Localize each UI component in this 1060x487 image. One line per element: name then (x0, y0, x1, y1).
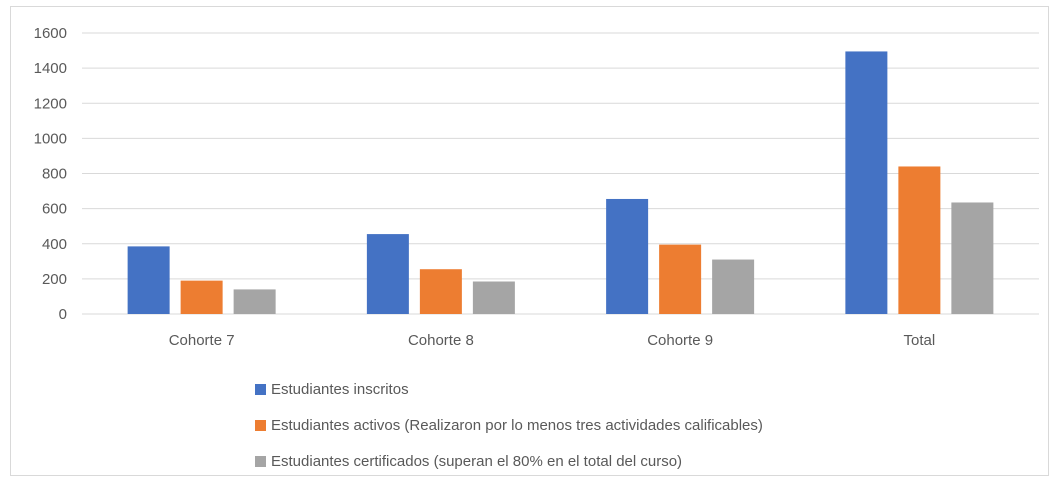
bar-series-0-cat-1 (366, 234, 409, 314)
y-axis-ticks: 0 200 400 600 800 1000 1200 1400 1600 (34, 25, 67, 323)
legend-label: Estudiantes inscritos (271, 380, 409, 398)
bar-series-2-cat-1 (472, 281, 515, 314)
legend-swatch (255, 419, 266, 431)
legend-swatch (255, 455, 266, 467)
bar-series-2-cat-2 (712, 259, 755, 314)
legend-item: Estudiantes certificados (superan el 80%… (255, 451, 763, 471)
bar-series-1-cat-0 (180, 280, 223, 314)
y-tick-label: 1200 (34, 95, 67, 112)
gridlines (82, 32, 1039, 315)
y-tick-label: 0 (59, 306, 67, 323)
legend-label: Estudiantes certificados (superan el 80%… (271, 452, 683, 470)
y-tick-label: 600 (42, 201, 67, 218)
legend-item: Estudiantes inscritos (255, 379, 763, 399)
legend-swatch (255, 383, 266, 395)
bar-series-1-cat-1 (419, 269, 462, 314)
bar-series-2-cat-3 (951, 202, 994, 314)
y-tick-label: 400 (42, 236, 67, 253)
legend-label: Estudiantes activos (Realizaron por lo m… (271, 416, 763, 434)
bar-series-2-cat-0 (233, 289, 276, 314)
bar-series-1-cat-2 (659, 244, 702, 314)
x-category-label: Total (904, 332, 936, 349)
bar-series-0-cat-2 (606, 198, 649, 314)
x-category-label: Cohorte 8 (408, 332, 474, 349)
legend: Estudiantes inscritos Estudiantes activos… (255, 379, 763, 487)
y-tick-label: 1600 (34, 25, 67, 42)
x-category-label: Cohorte 9 (647, 332, 713, 349)
bar-series-0-cat-3 (845, 51, 888, 315)
x-category-label: Cohorte 7 (169, 332, 235, 349)
y-tick-label: 1000 (34, 130, 67, 147)
y-tick-label: 200 (42, 271, 67, 288)
legend-item: Estudiantes activos (Realizaron por lo m… (255, 415, 763, 435)
y-tick-label: 1400 (34, 60, 67, 77)
bar-series-0-cat-0 (127, 246, 170, 314)
bar-series-1-cat-3 (898, 166, 941, 314)
y-tick-label: 800 (42, 166, 67, 183)
bars (127, 51, 994, 315)
x-axis-categories: Cohorte 7 Cohorte 8 Cohorte 9 Total (169, 332, 936, 349)
